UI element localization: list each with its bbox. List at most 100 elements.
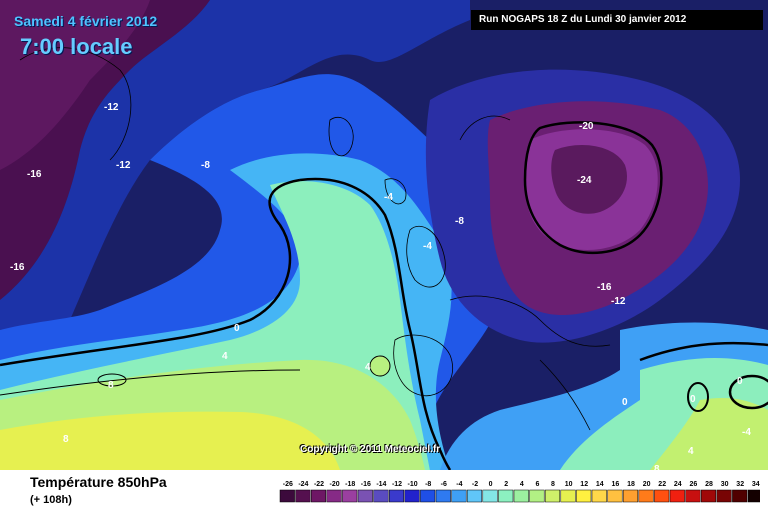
coastline-greenland (19, 47, 132, 161)
scale-swatch (576, 489, 592, 503)
cold-region-northwest-core (0, 0, 150, 170)
contour-label: -4 (423, 241, 432, 252)
contour-label: 0 (234, 323, 240, 334)
cold-core-center (551, 145, 628, 214)
scale-swatch (404, 489, 420, 503)
scale-swatch (357, 489, 373, 503)
scale-tick-label: 18 (627, 481, 635, 488)
scale-swatch (607, 489, 623, 503)
coastline-faroe (384, 178, 407, 205)
scale-swatch (482, 489, 498, 503)
scale-swatch (747, 489, 760, 503)
contour-label: -12 (104, 102, 119, 113)
scale-tick-label: -10 (408, 481, 418, 488)
coastline-iberia (393, 334, 453, 397)
temperature-map: -12 -12 -16 -16 -8 -4 -4 -8 -20 -24 -16 … (0, 0, 768, 470)
scale-swatch (700, 489, 717, 503)
scale-swatch (716, 489, 732, 503)
scale-tick-label: -26 (283, 481, 293, 488)
scale-tick-label: 6 (535, 481, 539, 488)
scale-tick-label: 12 (580, 481, 588, 488)
scale-swatch (420, 489, 436, 503)
southeast-yellowgreen (650, 398, 768, 470)
color-scale: -26 -24 -22 -20 -18 -16 -14 -12 -10 -8 -6 -4 -2 0 2 4 6 8… (279, 481, 760, 503)
scale-tick-label: -22 (314, 481, 324, 488)
scale-tick-label: 22 (658, 481, 666, 488)
legend-lead-time: (+ 108h) (30, 494, 72, 506)
scale-swatch (529, 489, 545, 503)
contour-label: 8 (108, 380, 114, 391)
isotherm-zero-central (299, 177, 452, 470)
scale-tick-label: 30 (721, 481, 729, 488)
scale-swatch (544, 489, 561, 503)
contour-label: -16 (10, 262, 25, 273)
scale-tick-label: 4 (520, 481, 524, 488)
legend-footer: Température 850hPa (+ 108h) -26 -24 -22 -20… (0, 470, 768, 512)
contour-label: -12 (116, 160, 131, 171)
isotherm-zero-east-loop (728, 374, 768, 410)
scale-swatch (295, 489, 311, 503)
scale-swatch (279, 489, 295, 503)
map-canvas: -12 -12 -16 -16 -8 -4 -4 -8 -20 -24 -16 … (0, 0, 768, 470)
scale-tick-label: -12 (392, 481, 402, 488)
contour-label: 0 (622, 397, 628, 408)
contour-label: -4 (742, 427, 751, 438)
contour-label: -24 (577, 175, 592, 186)
contour-label: 4 (222, 351, 228, 362)
scale-swatch (342, 489, 358, 503)
scale-tick-label: 10 (565, 481, 573, 488)
scale-tick-label: 14 (596, 481, 604, 488)
scale-swatch (685, 489, 701, 503)
scale-swatch (513, 489, 529, 503)
scale-tick-label: -24 (298, 481, 308, 488)
scale-tick-label: 20 (643, 481, 651, 488)
cold-band-north (0, 0, 470, 330)
scale-tick-label: -8 (425, 481, 431, 488)
scale-tick-label: 28 (705, 481, 713, 488)
scale-tick-label: 26 (690, 481, 698, 488)
scale-swatch (591, 489, 607, 503)
scale-tick-label: 8 (551, 481, 555, 488)
scale-swatch (498, 489, 514, 503)
scale-swatch (638, 489, 654, 503)
scale-swatch (435, 489, 451, 503)
isotherm-minus-twenty (523, 121, 663, 255)
contour-label: 0 (737, 376, 743, 387)
scale-tick-label: -14 (376, 481, 386, 488)
contour-label: -16 (597, 282, 612, 293)
scale-tick-label: 24 (674, 481, 682, 488)
isotherm-zero-east (639, 341, 768, 362)
scale-tick-label: 0 (489, 481, 493, 488)
coastline-british-isles (406, 225, 446, 288)
scale-tick-label: -4 (456, 481, 462, 488)
contour-label: -20 (579, 121, 594, 132)
scale-tick-label: 32 (736, 481, 744, 488)
scale-swatch (388, 489, 405, 503)
scale-tick-label: -2 (472, 481, 478, 488)
contour-label: 8 (63, 434, 69, 445)
isotherm-zero-west (0, 178, 301, 367)
forecast-date: Samedi 4 février 2012 (14, 13, 158, 29)
scale-tick-label: 34 (752, 481, 760, 488)
isotherm-four (0, 369, 301, 396)
scale-swatch (326, 489, 342, 503)
copyright-text: Copyright © 2011 Meteociel.fr (300, 444, 441, 455)
contour-label: -8 (455, 216, 464, 227)
scale-swatch (560, 489, 576, 503)
contour-label: -12 (611, 296, 626, 307)
coastline-iceland (328, 117, 354, 157)
forecast-time: 7:00 locale (20, 34, 133, 59)
scale-swatch (451, 489, 467, 503)
contour-label: 4 (365, 362, 371, 373)
model-run-banner: Run NOGAPS 18 Z du Lundi 30 janvier 2012 (471, 10, 763, 30)
scale-swatch (466, 489, 483, 503)
scale-tick-label: -18 (345, 481, 355, 488)
contour-label: -8 (201, 160, 210, 171)
scale-tick-label: -20 (330, 481, 340, 488)
contour-label: 8 (654, 464, 660, 470)
scale-swatch (732, 489, 748, 503)
scale-swatch (373, 489, 389, 503)
scale-tick-label: -16 (361, 481, 371, 488)
isotherm-zero-east-small (687, 382, 709, 412)
scale-swatch (669, 489, 685, 503)
